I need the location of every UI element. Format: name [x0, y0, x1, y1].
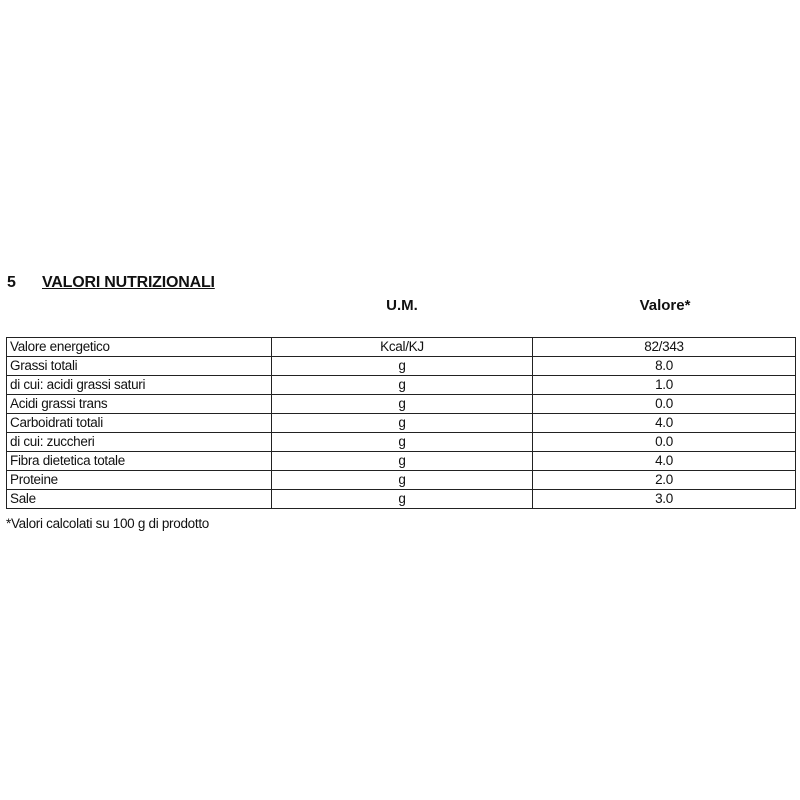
section-title: VALORI NUTRIZIONALI — [42, 274, 215, 291]
nutrient-unit: Kcal/KJ — [271, 337, 533, 357]
nutrient-unit: g — [271, 489, 533, 509]
nutrient-name: Proteine — [6, 470, 272, 490]
table-row: Valore energetico Kcal/KJ 82/343 — [6, 337, 796, 357]
table-row: Sale g 3.0 — [6, 489, 796, 509]
nutrient-unit: g — [271, 451, 533, 471]
section-number: 5 — [7, 274, 16, 291]
nutrient-value: 3.0 — [532, 489, 796, 509]
table-row: Grassi totali g 8.0 — [6, 356, 796, 376]
table-row: di cui: zuccheri g 0.0 — [6, 432, 796, 452]
column-header-unit: U.M. — [386, 297, 418, 314]
nutrient-value: 0.0 — [532, 394, 796, 414]
table-row: Proteine g 2.0 — [6, 470, 796, 490]
nutrient-name: Acidi grassi trans — [6, 394, 272, 414]
nutrient-value: 82/343 — [532, 337, 796, 357]
nutrient-value: 8.0 — [532, 356, 796, 376]
nutrient-value: 4.0 — [532, 413, 796, 433]
nutrient-unit: g — [271, 470, 533, 490]
nutrient-unit: g — [271, 356, 533, 376]
column-header-value: Valore* — [639, 297, 691, 314]
footnote: *Valori calcolati su 100 g di prodotto — [6, 516, 209, 531]
nutrient-name: Carboidrati totali — [6, 413, 272, 433]
table-row: Acidi grassi trans g 0.0 — [6, 394, 796, 414]
nutrient-unit: g — [271, 432, 533, 452]
table-row: Fibra dietetica totale g 4.0 — [6, 451, 796, 471]
nutrient-unit: g — [271, 394, 533, 414]
nutrient-name: Sale — [6, 489, 272, 509]
nutrient-value: 4.0 — [532, 451, 796, 471]
nutrient-name: di cui: acidi grassi saturi — [6, 375, 272, 395]
nutrient-value: 2.0 — [532, 470, 796, 490]
nutrient-value: 1.0 — [532, 375, 796, 395]
nutrient-name: Valore energetico — [6, 337, 272, 357]
nutrition-table: Valore energetico Kcal/KJ 82/343 Grassi tot… — [6, 337, 796, 509]
nutrient-unit: g — [271, 375, 533, 395]
table-row: Carboidrati totali g 4.0 — [6, 413, 796, 433]
nutrient-name: di cui: zuccheri — [6, 432, 272, 452]
nutrient-name: Grassi totali — [6, 356, 272, 376]
table-row: di cui: acidi grassi saturi g 1.0 — [6, 375, 796, 395]
nutrient-name: Fibra dietetica totale — [6, 451, 272, 471]
nutrient-value: 0.0 — [532, 432, 796, 452]
nutrient-unit: g — [271, 413, 533, 433]
